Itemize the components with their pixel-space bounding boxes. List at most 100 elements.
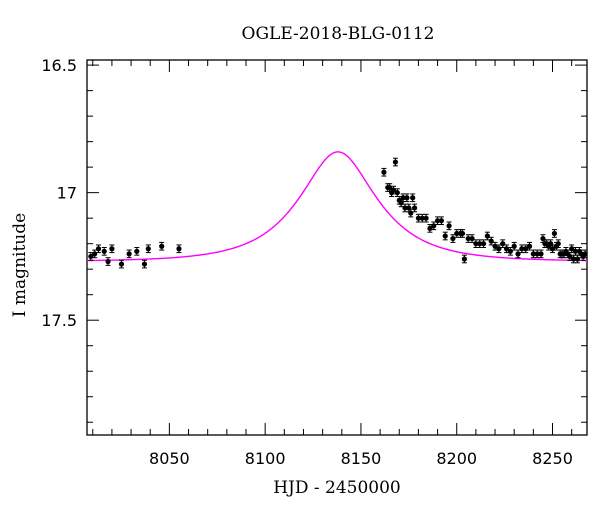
data-point-marker xyxy=(159,243,165,249)
data-point-marker xyxy=(523,246,529,252)
data-point-marker xyxy=(496,246,502,252)
data-point-marker xyxy=(473,241,479,247)
data-point-marker xyxy=(410,195,416,201)
data-point-marker xyxy=(555,241,561,247)
data-point xyxy=(101,247,107,256)
data-point-marker xyxy=(461,256,467,262)
data-point xyxy=(392,157,399,167)
y-tick-label: 17 xyxy=(57,184,77,203)
data-point xyxy=(438,216,445,226)
data-point-marker xyxy=(530,251,536,257)
data-point xyxy=(118,259,125,269)
data-point xyxy=(134,247,140,256)
model-curve-group xyxy=(86,151,588,262)
data-point-marker xyxy=(574,256,581,262)
x-tick-labels: 8050 8100 8150 8200 8250 xyxy=(149,449,573,468)
data-point-marker xyxy=(572,248,579,254)
x-tick-label: 8150 xyxy=(341,449,382,468)
data-point xyxy=(523,244,529,254)
data-point xyxy=(105,257,111,266)
data-point-marker xyxy=(427,225,433,231)
data-point-marker xyxy=(141,261,148,267)
data-point xyxy=(404,193,410,203)
data-point xyxy=(442,231,448,241)
data-point-marker xyxy=(95,246,102,252)
data-point-marker xyxy=(390,187,397,193)
data-point-marker xyxy=(519,246,525,252)
data-point-marker xyxy=(438,218,445,224)
data-point xyxy=(515,249,521,259)
data-point-marker xyxy=(469,235,475,242)
data-point xyxy=(141,259,148,269)
data-point xyxy=(503,244,510,254)
data-point-marker xyxy=(511,243,517,249)
data-point-marker xyxy=(488,238,494,244)
data-point xyxy=(477,239,483,248)
data-point-marker xyxy=(454,230,460,237)
y-tick-labels: 16.5 17 17.5 xyxy=(41,56,77,330)
axis-ticks xyxy=(87,60,587,435)
data-point xyxy=(176,244,182,254)
data-point-marker xyxy=(105,258,111,265)
data-point-marker xyxy=(109,246,115,252)
data-point-marker xyxy=(484,233,490,239)
model-curve-line xyxy=(86,151,588,262)
data-point-marker xyxy=(381,169,387,175)
data-point-marker xyxy=(526,243,533,249)
data-point xyxy=(446,221,452,231)
data-point xyxy=(109,244,115,254)
data-point-marker xyxy=(176,246,182,252)
data-point xyxy=(159,241,165,251)
x-tick-label: 8200 xyxy=(436,449,477,468)
data-point xyxy=(390,185,397,195)
data-point-marker xyxy=(431,223,437,229)
data-point-marker xyxy=(515,251,521,257)
data-point-marker xyxy=(465,235,471,242)
data-point xyxy=(381,167,387,177)
data-point-marker xyxy=(126,251,132,257)
data-point-marker xyxy=(570,256,577,262)
data-point xyxy=(450,234,456,243)
data-point-marker xyxy=(446,223,452,229)
data-point xyxy=(551,229,558,238)
data-point xyxy=(538,249,544,259)
data-point-marker xyxy=(411,205,418,211)
data-point-marker xyxy=(492,243,498,249)
data-point-marker xyxy=(503,246,510,252)
data-point-marker xyxy=(567,253,573,260)
data-point xyxy=(555,239,561,248)
data-point-marker xyxy=(402,205,408,211)
data-point xyxy=(484,231,490,241)
data-point xyxy=(434,216,441,226)
data-point-marker xyxy=(442,233,448,239)
data-point-marker xyxy=(500,241,506,247)
data-point-marker xyxy=(450,235,456,242)
data-point xyxy=(126,249,132,259)
data-point-marker xyxy=(549,246,556,252)
y-tick-label: 17.5 xyxy=(41,311,77,330)
data-point-marker xyxy=(408,210,414,216)
data-point-marker xyxy=(551,230,558,237)
data-point xyxy=(423,213,429,223)
data-point-marker xyxy=(538,251,544,257)
data-point xyxy=(526,241,533,251)
data-point xyxy=(488,236,494,246)
data-point-marker xyxy=(480,241,487,247)
data-point xyxy=(88,252,94,261)
data-point xyxy=(574,254,581,264)
data-point-marker xyxy=(459,230,466,237)
x-axis-label: HJD - 2450000 xyxy=(273,478,401,498)
y-axis-label: I magnitude xyxy=(10,213,30,317)
data-point xyxy=(411,203,418,213)
data-point-marker xyxy=(477,241,483,247)
data-point-marker xyxy=(423,215,429,221)
data-points-group xyxy=(88,157,588,269)
data-point xyxy=(582,249,588,259)
data-point-marker xyxy=(534,251,540,257)
data-point xyxy=(500,239,506,248)
x-tick-label: 8050 xyxy=(149,449,190,468)
data-point-marker xyxy=(394,190,400,196)
data-point-marker xyxy=(419,215,425,221)
data-point-marker xyxy=(404,195,410,201)
data-point-marker xyxy=(434,218,441,224)
